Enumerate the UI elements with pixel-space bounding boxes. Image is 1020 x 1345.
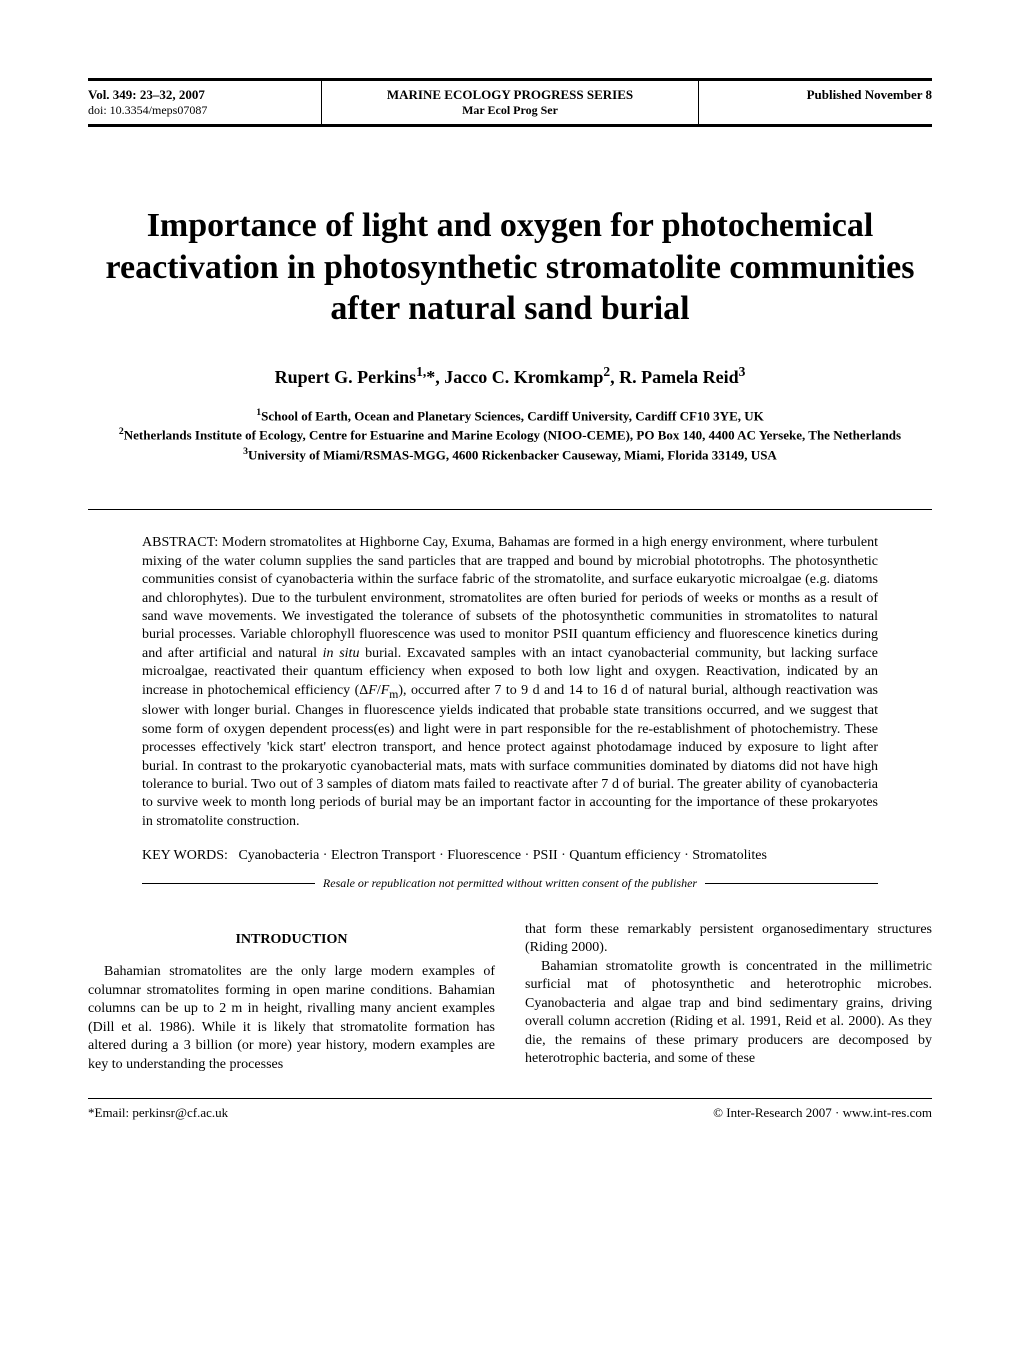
header-volume: Vol. 349: 23–32, 2007 doi: 10.3354/meps0… xyxy=(88,81,322,124)
body-paragraph: Bahamian stromatolite growth is concentr… xyxy=(525,958,932,1069)
body-columns: INTRODUCTION Bahamian stromatolites are … xyxy=(88,921,932,1074)
resale-notice: Resale or republication not permitted wi… xyxy=(142,876,878,891)
published-text: Published November 8 xyxy=(807,87,932,102)
keywords: KEY WORDS: Cyanobacteria · Electron Tran… xyxy=(142,847,878,865)
journal-name: MARINE ECOLOGY PROGRESS SERIES xyxy=(322,87,698,103)
keywords-label: KEY WORDS: xyxy=(142,848,228,863)
volume-text: Vol. 349: 23–32, 2007 xyxy=(88,87,309,103)
resale-rule-left xyxy=(142,883,315,884)
header-journal: MARINE ECOLOGY PROGRESS SERIES Mar Ecol … xyxy=(322,81,699,124)
column-left: INTRODUCTION Bahamian stromatolites are … xyxy=(88,921,495,1074)
affiliations: 1School of Earth, Ocean and Planetary Sc… xyxy=(88,406,932,465)
abstract-text: Modern stromatolites at Highborne Cay, E… xyxy=(142,535,878,829)
column-right: that form these remarkably persistent or… xyxy=(525,921,932,1074)
corresponding-email: *Email: perkinsr@cf.ac.uk xyxy=(88,1105,228,1121)
rule-above-abstract xyxy=(88,509,932,510)
page-footer: *Email: perkinsr@cf.ac.uk © Inter-Resear… xyxy=(88,1098,932,1121)
copyright: © Inter-Research 2007 · www.int-res.com xyxy=(713,1105,932,1121)
abstract-label: ABSTRACT: xyxy=(142,535,218,550)
resale-rule-right xyxy=(705,883,878,884)
body-paragraph: that form these remarkably persistent or… xyxy=(525,921,932,958)
affiliation-1: 1School of Earth, Ocean and Planetary Sc… xyxy=(88,406,932,426)
introduction-heading: INTRODUCTION xyxy=(88,931,495,949)
body-paragraph: Bahamian stromatolites are the only larg… xyxy=(88,963,495,1074)
affiliation-3: 3University of Miami/RSMAS-MGG, 4600 Ric… xyxy=(88,445,932,465)
article-title: Importance of light and oxygen for photo… xyxy=(88,205,932,329)
journal-header: Vol. 349: 23–32, 2007 doi: 10.3354/meps0… xyxy=(88,78,932,127)
authors: Rupert G. Perkins1,*, Jacco C. Kromkamp2… xyxy=(88,364,932,388)
journal-abbr: Mar Ecol Prog Ser xyxy=(322,103,698,118)
affiliation-2: 2Netherlands Institute of Ecology, Centr… xyxy=(88,425,932,445)
header-published: Published November 8 xyxy=(699,81,932,124)
resale-text: Resale or republication not permitted wi… xyxy=(323,876,697,891)
doi-text: doi: 10.3354/meps07087 xyxy=(88,103,309,118)
keywords-text: Cyanobacteria · Electron Transport · Flu… xyxy=(238,848,767,863)
abstract: ABSTRACT: Modern stromatolites at Highbo… xyxy=(142,534,878,831)
page: Vol. 349: 23–32, 2007 doi: 10.3354/meps0… xyxy=(0,0,1020,1345)
